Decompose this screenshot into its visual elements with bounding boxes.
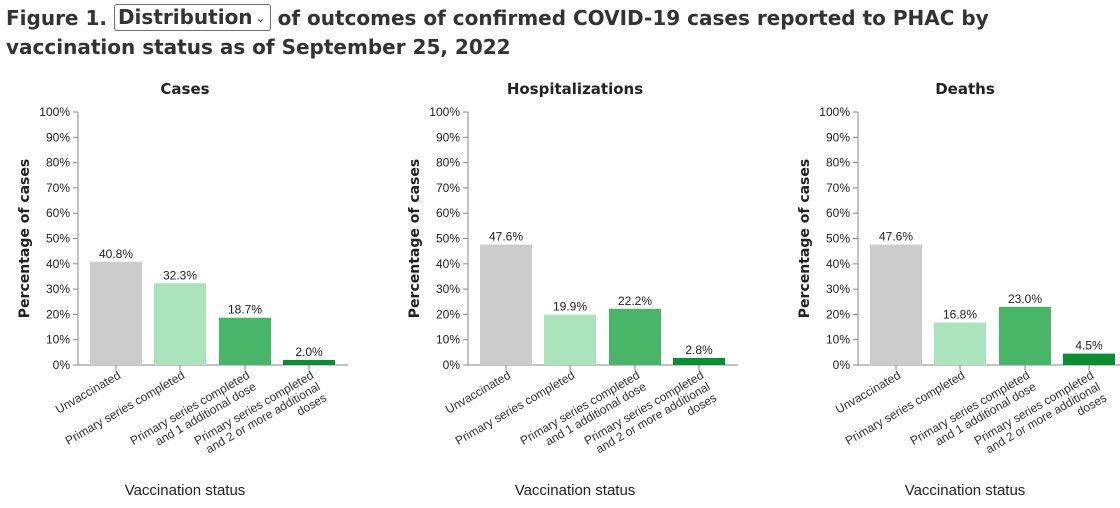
bar-data-label: 40.8% (99, 247, 133, 261)
y-tick-label: 30% (46, 282, 70, 296)
bar (154, 283, 206, 365)
y-tick-label: 100% (429, 105, 460, 119)
bar (609, 308, 661, 365)
y-tick-label: 20% (826, 307, 850, 321)
bar-data-label: 47.6% (489, 230, 523, 244)
y-tick-label: 80% (46, 156, 70, 170)
bar (673, 357, 725, 365)
chart-type-dropdown[interactable]: Distribution ⌄ (113, 4, 271, 31)
chart-panel-deaths: Deaths 0% 10% 20% 30% 40% 50% 60% 70% 80% 90% 100% P… (797, 80, 1120, 499)
chart-panel-cases: Cases 0% 10% 20% 30% 40% 50% 60% 70% 80% 90% 100% Pe… (17, 80, 348, 499)
chart-title: Cases (160, 80, 209, 98)
bar-data-label: 18.7% (228, 303, 262, 317)
y-tick-label: 90% (436, 130, 460, 144)
y-axis-title: Percentage of cases (407, 159, 423, 318)
y-tick-label: 20% (436, 307, 460, 321)
y-tick-label: 70% (826, 181, 850, 195)
y-tick-label: 20% (46, 307, 70, 321)
y-tick-label: 50% (826, 232, 850, 246)
figure-title-suffix: of outcomes of confirmed COVID-19 cases … (6, 6, 989, 59)
bar-data-label: 4.5% (1075, 339, 1103, 353)
y-tick-label: 90% (826, 130, 850, 144)
y-tick-label: 10% (436, 333, 460, 347)
bar-data-label: 19.9% (553, 300, 587, 314)
bar-data-label: 2.8% (685, 343, 713, 357)
y-tick-label: 60% (436, 206, 460, 220)
figure-title-prefix: Figure 1. (6, 6, 107, 30)
chart-title: Deaths (935, 80, 995, 98)
y-tick-label: 70% (436, 181, 460, 195)
chart-title: Hospitalizations (507, 80, 643, 98)
y-tick-label: 90% (46, 130, 70, 144)
bar (870, 244, 922, 365)
x-axis-title: Vaccination status (125, 482, 246, 499)
bar (544, 314, 596, 365)
bar-data-label: 16.8% (943, 307, 977, 321)
y-tick-label: 40% (826, 257, 850, 271)
bar (90, 261, 142, 365)
y-tick-label: 0% (833, 358, 851, 372)
y-axis-title: Percentage of cases (797, 159, 813, 318)
y-tick-label: 80% (436, 156, 460, 170)
chart-panel-hospitalizations: Hospitalizations 0% 10% 20% 30% 40% 50% 60% 70% 8… (407, 80, 738, 499)
y-tick-label: 60% (826, 206, 850, 220)
bar-data-label: 32.3% (163, 268, 197, 282)
y-tick-label: 50% (46, 232, 70, 246)
dropdown-selected-value: Distribution (117, 5, 253, 29)
y-tick-label: 40% (46, 257, 70, 271)
bar-data-label: 23.0% (1008, 292, 1042, 306)
bar-data-label: 2.0% (295, 345, 323, 359)
y-tick-label: 60% (46, 206, 70, 220)
bar (999, 306, 1051, 365)
x-axis-title: Vaccination status (515, 482, 636, 499)
y-tick-label: 100% (39, 105, 70, 119)
bar (1063, 353, 1115, 365)
y-tick-label: 100% (819, 105, 850, 119)
bar (283, 359, 335, 365)
y-tick-label: 30% (436, 282, 460, 296)
y-axis-title: Percentage of cases (17, 159, 33, 318)
bar (219, 317, 271, 365)
x-axis-title: Vaccination status (905, 482, 1026, 499)
bar (480, 244, 532, 365)
y-tick-label: 0% (443, 358, 461, 372)
y-tick-label: 40% (436, 257, 460, 271)
chevron-down-icon: ⌄ (255, 11, 266, 25)
bar (934, 322, 986, 365)
y-tick-label: 80% (826, 156, 850, 170)
bar-data-label: 22.2% (618, 294, 652, 308)
y-tick-label: 70% (46, 181, 70, 195)
bar-data-label: 47.6% (879, 230, 913, 244)
y-tick-label: 0% (53, 358, 71, 372)
y-tick-label: 50% (436, 232, 460, 246)
figure-title: Figure 1. Distribution ⌄ of outcomes of c… (6, 4, 1116, 62)
y-tick-label: 30% (826, 282, 850, 296)
y-tick-label: 10% (46, 333, 70, 347)
y-tick-label: 10% (826, 333, 850, 347)
